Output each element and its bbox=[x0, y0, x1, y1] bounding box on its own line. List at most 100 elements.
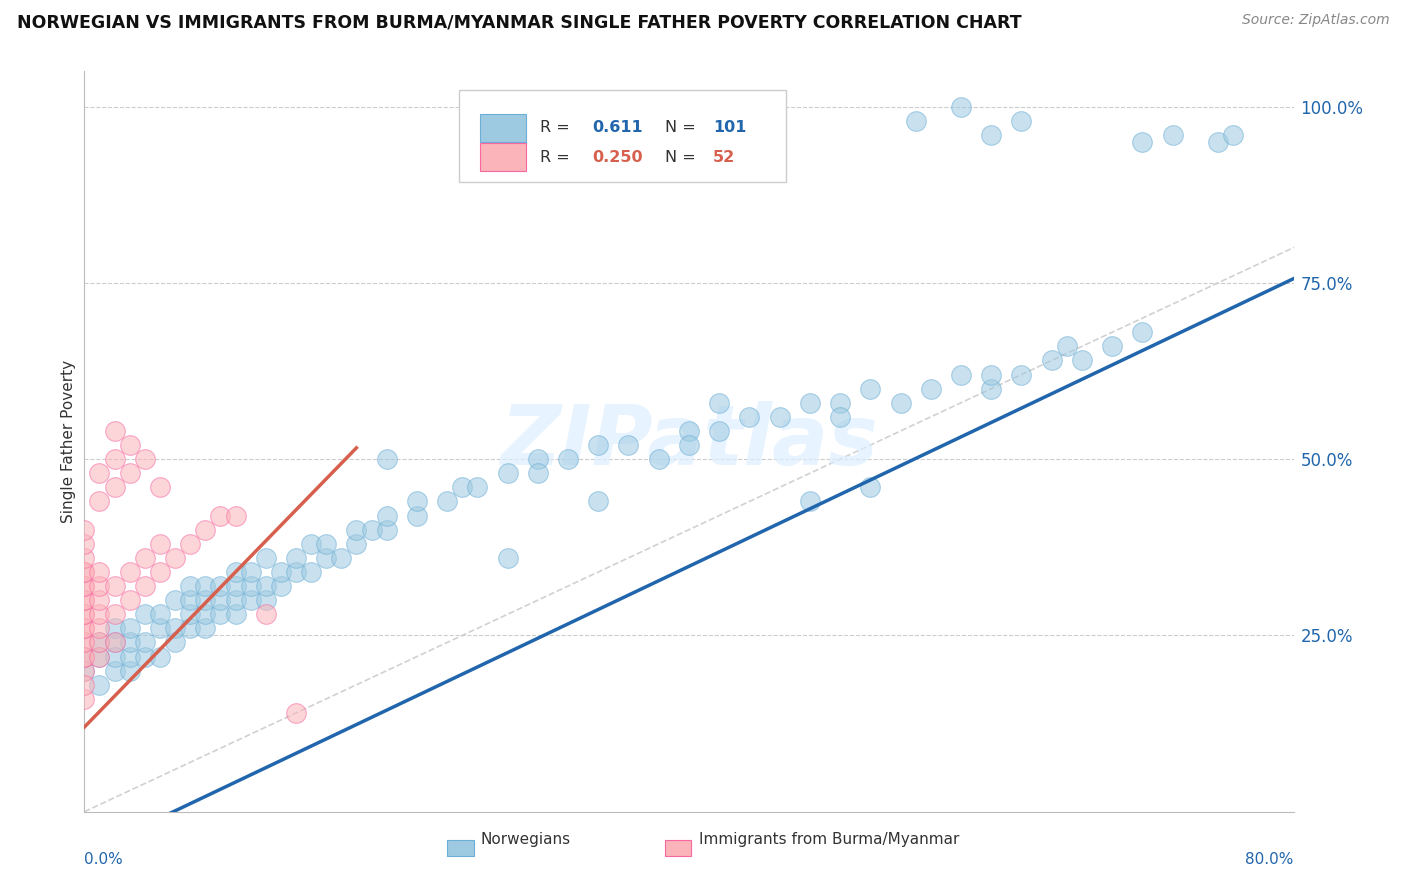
Point bbox=[950, 368, 973, 382]
Point bbox=[299, 565, 322, 579]
Point bbox=[89, 635, 111, 649]
Point bbox=[225, 593, 247, 607]
Point bbox=[194, 607, 217, 622]
Text: 101: 101 bbox=[713, 120, 747, 135]
Point bbox=[709, 396, 731, 410]
Point bbox=[179, 607, 201, 622]
Text: 0.0%: 0.0% bbox=[84, 853, 124, 867]
Point bbox=[149, 480, 172, 494]
Point bbox=[73, 664, 96, 678]
Point bbox=[270, 579, 292, 593]
Point bbox=[799, 494, 821, 508]
Point bbox=[194, 593, 217, 607]
Point bbox=[588, 438, 610, 452]
Point bbox=[89, 593, 111, 607]
Point bbox=[73, 635, 96, 649]
Point bbox=[149, 621, 172, 635]
Point bbox=[179, 593, 201, 607]
Point bbox=[165, 621, 187, 635]
Point bbox=[799, 396, 821, 410]
Point bbox=[104, 480, 127, 494]
FancyBboxPatch shape bbox=[460, 90, 786, 183]
Point bbox=[194, 523, 217, 537]
Point bbox=[285, 706, 308, 720]
Point bbox=[980, 128, 1002, 142]
Point bbox=[678, 438, 700, 452]
Point bbox=[73, 678, 96, 692]
Point bbox=[149, 649, 172, 664]
Point bbox=[165, 635, 187, 649]
Point bbox=[496, 467, 519, 481]
Point bbox=[73, 565, 96, 579]
Point bbox=[179, 579, 201, 593]
Point bbox=[149, 565, 172, 579]
Point bbox=[225, 607, 247, 622]
Point bbox=[73, 579, 96, 593]
Point bbox=[285, 550, 308, 565]
Point bbox=[285, 565, 308, 579]
Point bbox=[104, 607, 127, 622]
Point bbox=[830, 396, 852, 410]
Text: NORWEGIAN VS IMMIGRANTS FROM BURMA/MYANMAR SINGLE FATHER POVERTY CORRELATION CHA: NORWEGIAN VS IMMIGRANTS FROM BURMA/MYANM… bbox=[17, 13, 1022, 31]
Point bbox=[254, 607, 277, 622]
Point bbox=[225, 565, 247, 579]
Point bbox=[1011, 368, 1033, 382]
Point bbox=[134, 649, 156, 664]
Point bbox=[73, 593, 96, 607]
Point bbox=[73, 621, 96, 635]
Point bbox=[134, 635, 156, 649]
Point bbox=[104, 635, 127, 649]
Y-axis label: Single Father Poverty: Single Father Poverty bbox=[60, 360, 76, 523]
Point bbox=[89, 565, 111, 579]
Point bbox=[1130, 135, 1153, 149]
Point bbox=[179, 537, 201, 551]
Text: R =: R = bbox=[540, 150, 575, 165]
Point bbox=[118, 621, 141, 635]
Point bbox=[588, 494, 610, 508]
Point bbox=[617, 438, 640, 452]
Point bbox=[254, 579, 277, 593]
Text: 80.0%: 80.0% bbox=[1246, 853, 1294, 867]
Point bbox=[557, 452, 579, 467]
Point bbox=[1040, 353, 1063, 368]
Point bbox=[225, 579, 247, 593]
Point bbox=[73, 523, 96, 537]
Point bbox=[118, 467, 141, 481]
Point bbox=[73, 692, 96, 706]
Text: Norwegians: Norwegians bbox=[481, 832, 571, 847]
Point bbox=[436, 494, 458, 508]
Point bbox=[73, 579, 96, 593]
Point bbox=[134, 550, 156, 565]
Point bbox=[980, 368, 1002, 382]
Point bbox=[73, 649, 96, 664]
Point bbox=[118, 593, 141, 607]
Point bbox=[89, 678, 111, 692]
Text: R =: R = bbox=[540, 120, 575, 135]
Point bbox=[73, 550, 96, 565]
Point bbox=[254, 593, 277, 607]
Point bbox=[73, 565, 96, 579]
Point bbox=[73, 607, 96, 622]
Point bbox=[375, 523, 398, 537]
Point bbox=[89, 579, 111, 593]
Point bbox=[104, 649, 127, 664]
Point bbox=[769, 409, 792, 424]
Point bbox=[104, 635, 127, 649]
Point bbox=[209, 508, 232, 523]
Point bbox=[709, 424, 731, 438]
Point bbox=[73, 607, 96, 622]
FancyBboxPatch shape bbox=[479, 113, 526, 142]
Point bbox=[1011, 113, 1033, 128]
Point bbox=[104, 621, 127, 635]
Point bbox=[467, 480, 489, 494]
Point bbox=[1161, 128, 1184, 142]
Point bbox=[179, 621, 201, 635]
Point bbox=[149, 537, 172, 551]
Text: 52: 52 bbox=[713, 150, 735, 165]
Point bbox=[648, 452, 671, 467]
Point bbox=[254, 550, 277, 565]
Point bbox=[149, 607, 172, 622]
Text: 0.250: 0.250 bbox=[592, 150, 643, 165]
Point bbox=[89, 649, 111, 664]
Point bbox=[980, 382, 1002, 396]
